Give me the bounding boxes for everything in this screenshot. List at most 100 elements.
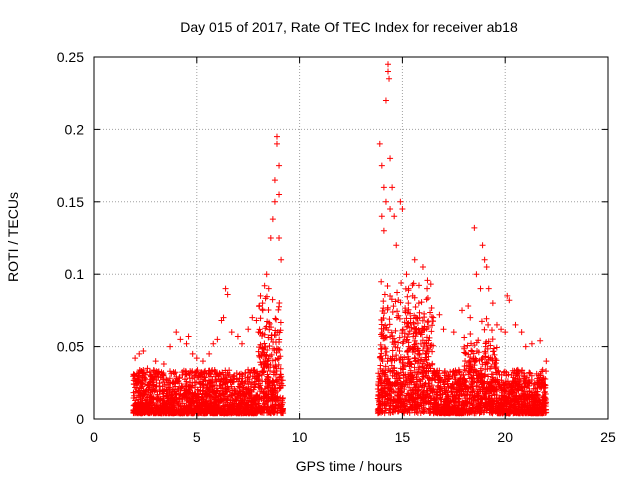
data-point [462,358,469,365]
data-point [385,61,392,68]
x-tick-label: 0 [90,429,98,445]
data-point [138,384,145,391]
data-point [130,381,137,388]
data-point [217,409,224,416]
data-point [399,326,406,333]
data-point [383,348,390,355]
data-point [412,326,419,333]
data-point [276,162,283,169]
data-point [424,345,431,352]
data-point [409,399,416,406]
data-point [428,313,435,320]
data-point [408,391,415,398]
data-point [389,347,396,354]
data-point [168,392,175,399]
data-point [484,388,491,395]
data-point [179,372,186,379]
data-point [159,388,166,395]
data-point [477,409,484,416]
data-point [276,300,283,307]
data-point [502,329,509,336]
data-point [172,378,179,385]
data-point [153,382,160,389]
data-point [392,343,399,350]
data-point [430,342,437,349]
data-point [159,372,166,379]
data-point [443,407,450,414]
data-point [211,382,218,389]
data-point [382,369,389,376]
data-point [511,378,518,385]
data-point [266,343,273,350]
data-point [227,376,234,383]
data-point [479,361,486,368]
data-point [395,370,402,377]
data-point [435,405,442,412]
data-point [384,283,391,290]
data-point [416,364,423,371]
data-point [410,320,417,327]
data-point [527,370,534,377]
data-point [420,404,427,411]
data-point [272,315,279,322]
data-point [273,345,280,352]
data-point [405,285,412,292]
data-point [482,404,489,411]
data-point [500,409,507,416]
data-point [273,133,280,140]
data-point [486,380,493,387]
data-point [415,327,422,334]
data-point [410,395,417,402]
data-point [414,315,421,322]
data-point [430,367,437,374]
data-point [384,304,391,311]
data-point [148,408,155,415]
y-tick-label: 0.25 [57,49,84,65]
data-point [168,402,175,409]
data-point [382,352,389,359]
data-point [382,97,389,104]
data-point [479,242,486,249]
data-point [135,370,142,377]
data-point [266,320,273,327]
data-point [403,337,410,344]
data-point [217,371,224,378]
data-point [436,384,443,391]
data-point [407,344,414,351]
data-point [449,403,456,410]
data-point [419,263,426,270]
data-point [543,358,550,365]
data-point [388,362,395,369]
data-point [233,375,240,382]
data-point [137,410,144,417]
data-point [257,341,264,348]
data-point [199,394,206,401]
data-point [247,383,254,390]
data-point [160,393,167,400]
data-point [395,375,402,382]
data-point [262,378,269,385]
data-point [268,351,275,358]
data-point [246,394,253,401]
data-point [485,354,492,361]
data-point [462,395,469,402]
data-point [487,342,494,349]
data-point [233,370,240,377]
data-point [405,320,412,327]
data-point [270,408,277,415]
data-point [254,396,261,403]
data-point [537,406,544,413]
axis-ticks: 0 5 10 15 20 25 0 0.05 0.1 0.15 0.2 0.25 [57,49,616,445]
data-point [468,396,475,403]
data-point [378,383,385,390]
data-point [412,390,419,397]
data-point [379,308,386,315]
data-point [277,319,284,326]
data-point [375,381,382,388]
data-point [174,409,181,416]
data-point [456,410,463,417]
data-point [393,355,400,362]
data-point [260,403,267,410]
data-point [479,374,486,381]
data-point [465,303,472,310]
